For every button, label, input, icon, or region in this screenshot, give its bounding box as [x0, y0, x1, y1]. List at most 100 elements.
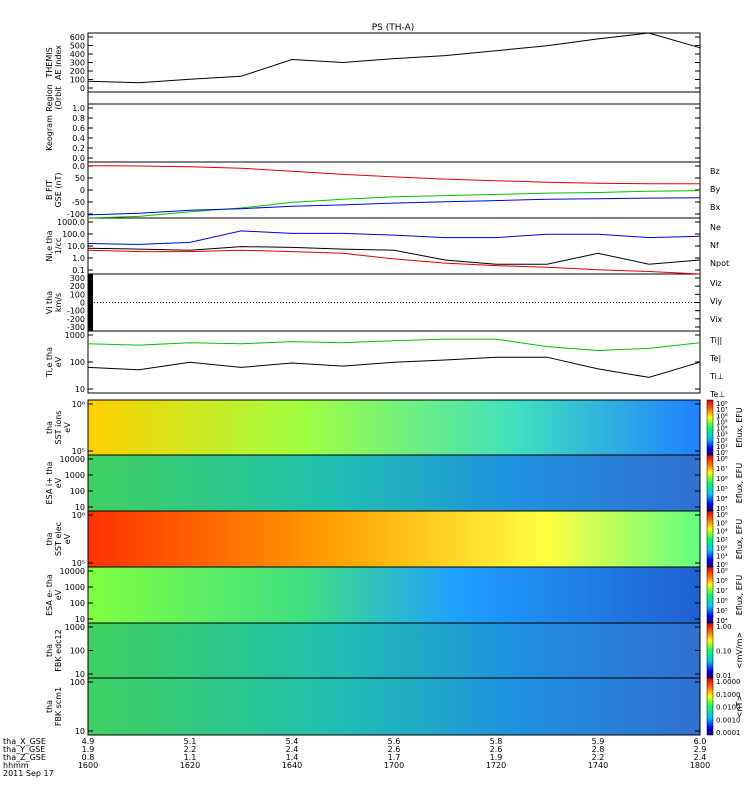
- panel-stack: THEMIS AE Index6005004003002001000Region(…: [45, 32, 744, 737]
- orbit-value: 1.7: [388, 753, 401, 762]
- vel-tick-label: -100: [67, 307, 85, 316]
- esa_i-colorbar-title: Eflux, EFU: [735, 463, 744, 504]
- fbk_b-ylabel: FBK scm1: [54, 687, 63, 726]
- vel-tick-label: -200: [67, 315, 85, 324]
- sst_i-colorbar-label: 10⁰: [716, 449, 728, 457]
- fbk_b-tick-label: 10: [75, 727, 85, 736]
- bfgm-tick-label: -50: [72, 198, 85, 207]
- vel-tick-label: 300: [70, 274, 85, 283]
- vel-tick-label: 200: [70, 282, 85, 291]
- temp-tick-label: 10: [75, 385, 85, 394]
- orbit-row-labels: tha_X_GSE tha_Y_GSE tha_Z_GSE hhmm 2011 …: [3, 737, 54, 778]
- x-tick-label: 1600: [78, 761, 98, 770]
- dens-tick-label: 10.0: [67, 242, 85, 251]
- fbk_e-spectrogram: [88, 623, 700, 678]
- fbk_b-ylabel: tha: [45, 700, 54, 713]
- sst_i-colorbar-label: 10⁴: [716, 425, 728, 433]
- esa_e-colorbar-label: 10⁵: [716, 607, 728, 615]
- bfgm-legend: By: [710, 185, 720, 194]
- panel-sst_i: tha SST ions eV10⁶10⁵10⁸10⁷10⁶10⁵10⁴10³10²…: [45, 399, 744, 457]
- chart-marks: [87, 32, 701, 378]
- bfgm-frame: [87, 161, 701, 219]
- vel-legend: Viz: [710, 279, 722, 288]
- orbit-value: 1.1: [184, 753, 197, 762]
- plot-title: PS (TH-A): [372, 23, 415, 33]
- temp-tick-label: 1000: [65, 331, 85, 340]
- sst_e-colorbar-label: 10¹: [716, 553, 728, 561]
- sst_i-colorbar-label: 10⁸: [716, 400, 728, 408]
- fbk_b-colorbar-label: 0.0010: [716, 716, 741, 724]
- keo-frame: [87, 103, 701, 163]
- esa_i-tick-label: 10: [75, 503, 85, 512]
- orbit-value: 2.4: [694, 753, 707, 762]
- esa_e-colorbar-label: 10⁶: [716, 597, 728, 605]
- sst_e-colorbar-label: 10³: [716, 536, 728, 544]
- sst_e-colorbar: [706, 510, 714, 568]
- sst_e-colorbar-label: 10²: [716, 544, 728, 552]
- fbk_b-colorbar-label: 0.1000: [716, 691, 741, 699]
- keo-ylabel: Keogram: [45, 115, 54, 151]
- x-tick-label: 1720: [486, 761, 506, 770]
- sst_e-colorbar-label: 10⁰: [716, 561, 728, 569]
- esa_i-ylabel: eV: [54, 477, 63, 488]
- ae-ylabel: AE Index: [54, 45, 63, 80]
- orbit-value: 2.2: [592, 753, 605, 762]
- fbk_b-colorbar-label: 0.0001: [716, 729, 741, 737]
- esa_i-tick-label: 1000: [65, 471, 85, 480]
- esa_e-tick-label: 10: [75, 615, 85, 624]
- temp-legend: Ti⊥: [709, 372, 724, 381]
- sst_e-ylabel: eV: [63, 533, 72, 544]
- fbk_e-colorbar: [706, 622, 714, 679]
- esa_e-tick-label: 100: [70, 599, 85, 608]
- orbit-value: 1.4: [286, 753, 299, 762]
- orbit-value: 2.6: [388, 745, 401, 754]
- dens-legend: Ne: [710, 223, 721, 232]
- series-ne: [87, 249, 701, 275]
- fbk_e-colorbar-title: <mV/m>: [735, 632, 744, 669]
- temp-tick-label: 100: [70, 358, 85, 367]
- ae-frame: [87, 32, 701, 93]
- esa_e-spectrogram: [88, 567, 700, 623]
- keo-tick-label: 0.6: [72, 124, 85, 133]
- vel-tick-label: 100: [70, 290, 85, 299]
- sst_i-colorbar-label: 10³: [716, 431, 728, 439]
- x-tick-label: 1800: [690, 761, 710, 770]
- hhmm-label: hhmm: [3, 761, 29, 770]
- sst_e-spectrogram: [88, 511, 700, 567]
- fbk_e-tick-label: 100: [70, 647, 85, 656]
- sst_e-colorbar-title: Eflux, EFU: [735, 519, 744, 560]
- series-bz: [87, 165, 700, 185]
- orbit-value: 5.8: [490, 737, 503, 746]
- panel-temp: Ti,e tha eV 1000 100 10 Ti|| Te| Ti⊥ Te⊥: [45, 330, 725, 399]
- bfgm-tick-label: 0: [80, 186, 85, 195]
- fbk_e-colorbar-label: 1.00: [716, 623, 732, 631]
- series-te-: [87, 356, 701, 378]
- series-themis-ae-index: [87, 32, 701, 84]
- fbk_b-frame: [87, 677, 701, 736]
- keo-tick-label: 1.0: [72, 104, 85, 113]
- orbit-value: 5.6: [388, 737, 401, 746]
- dens-frame: [87, 217, 701, 275]
- dens-ylabel: 1/cc: [54, 238, 63, 255]
- panel-esa_i: ESA i+ tha eV 10000 1000 100 10 10⁸ 10⁷ 10⁶ 10⁵ 10…: [45, 454, 744, 513]
- fbk_e-colorbar-label: 0.10: [716, 648, 732, 656]
- panel-dens: Ni,e tha 1/cc 1000.0 100.0 10.0 1.0 0.1 Ne Nf Npo…: [45, 217, 729, 275]
- bfgm-ylabel: GSE (nT): [54, 172, 63, 207]
- esa_i-ylabel: ESA i+ tha: [45, 461, 54, 504]
- keo-tick-label: 0.0: [72, 154, 85, 163]
- sst_e-tick-label: 10⁶: [72, 511, 85, 520]
- fbk_b-tick-label: 100: [70, 678, 85, 687]
- esa_e-ylabel: ESA e- tha: [45, 574, 54, 616]
- ae-tick-label: 200: [70, 67, 85, 76]
- orbit-value: 2.8: [592, 745, 605, 754]
- velocity-data-block: [88, 274, 93, 331]
- esa_e-colorbar-label: 10⁸: [716, 577, 728, 585]
- dens-tick-label: 100.0: [62, 230, 85, 239]
- sst_i-colorbar-label: 10²: [716, 437, 728, 445]
- panel-bfgm: B FIT GSE (nT) 0.0 50 0 -50 -100 Bz By Bx: [45, 161, 720, 219]
- fbk_e-tick-label: 10: [75, 670, 85, 679]
- sst_e-ylabel: SST elec: [54, 522, 63, 556]
- dens-ylabel: Ni,e tha: [45, 230, 54, 261]
- sst_i-colorbar-title: Eflux, EFU: [735, 407, 744, 448]
